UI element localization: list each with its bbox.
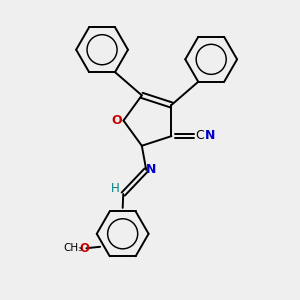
Text: H: H	[111, 182, 119, 195]
Text: N: N	[205, 129, 215, 142]
Text: C: C	[196, 129, 204, 142]
Text: O: O	[80, 242, 90, 255]
Text: N: N	[146, 164, 157, 176]
Text: CH₃: CH₃	[63, 243, 82, 253]
Text: O: O	[112, 114, 122, 127]
